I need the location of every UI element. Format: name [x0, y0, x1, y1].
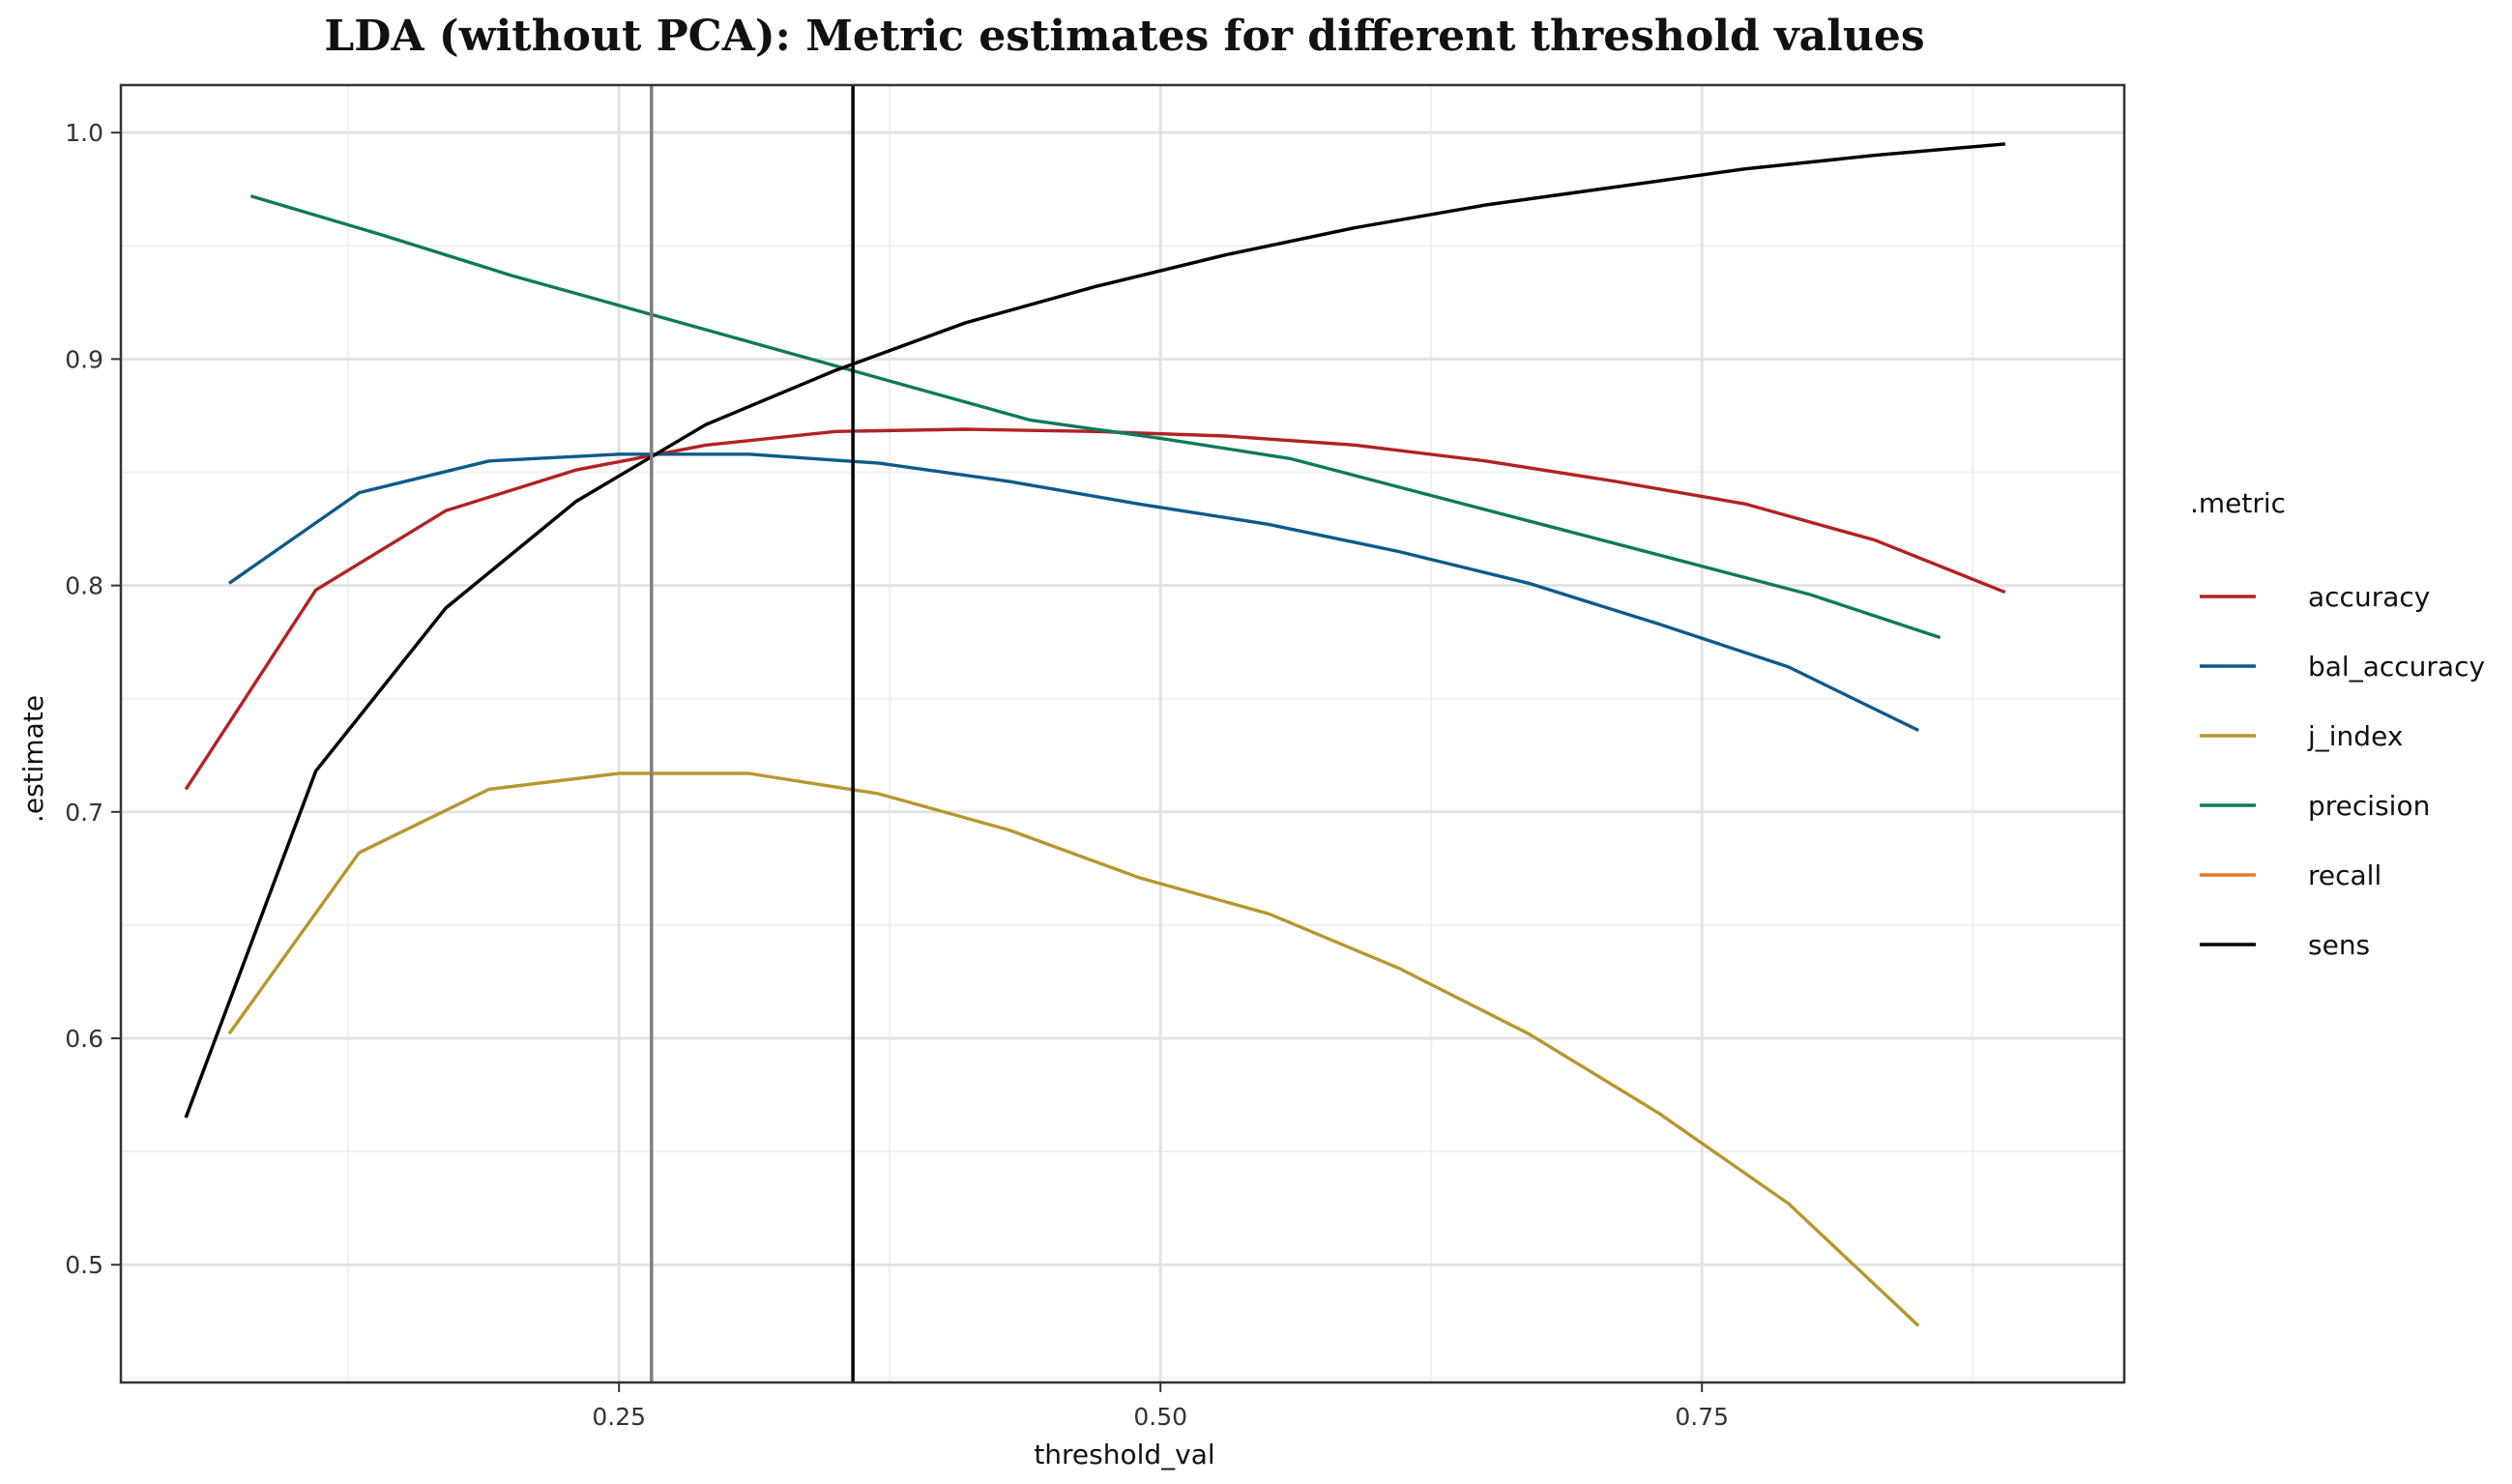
y-tick-label: 0.8 [65, 572, 103, 600]
y-tick-label: 1.0 [65, 119, 103, 147]
legend-label-accuracy: accuracy [2308, 581, 2430, 613]
legend-label-j_index: j_index [2307, 720, 2403, 752]
series-line-accuracy [184, 427, 2006, 791]
legend-label-recall: recall [2308, 859, 2381, 891]
y-axis-title: .estimate [17, 695, 49, 823]
y-tick-label: 0.6 [65, 1025, 103, 1053]
series-line-j_index [227, 771, 1920, 1327]
y-tick-label: 0.5 [65, 1251, 103, 1279]
x-tick-label: 0.25 [592, 1403, 646, 1431]
y-tick-label: 0.7 [65, 799, 103, 827]
x-axis-title: threshold_val [1034, 1439, 1214, 1470]
legend-label-bal_accuracy: bal_accuracy [2308, 651, 2485, 683]
legend: .metric accuracy bal_accuracy j_indexpreci… [2190, 487, 2485, 961]
series-line-sens [184, 142, 2005, 1119]
legend-title: .metric [2190, 487, 2286, 519]
series-line-precision [249, 194, 1942, 640]
x-tick-label: 0.50 [1133, 1403, 1187, 1431]
chart-title: LDA (without PCA): Metric estimates for … [324, 12, 1924, 61]
series-line-recall [184, 142, 2005, 1119]
plot-panel: 0.25 0.50 0.75 0.5 0.6 0.7 0.8 0.9 1.0 [65, 83, 2126, 1431]
x-tick-label: 0.75 [1675, 1403, 1729, 1431]
y-tick-label: 0.9 [65, 345, 103, 373]
panel-border [119, 83, 2126, 1384]
series-line-bal_accuracy [228, 452, 1919, 733]
legend-label-precision: precision [2308, 790, 2430, 822]
legend-label-sens: sens [2308, 929, 2370, 961]
